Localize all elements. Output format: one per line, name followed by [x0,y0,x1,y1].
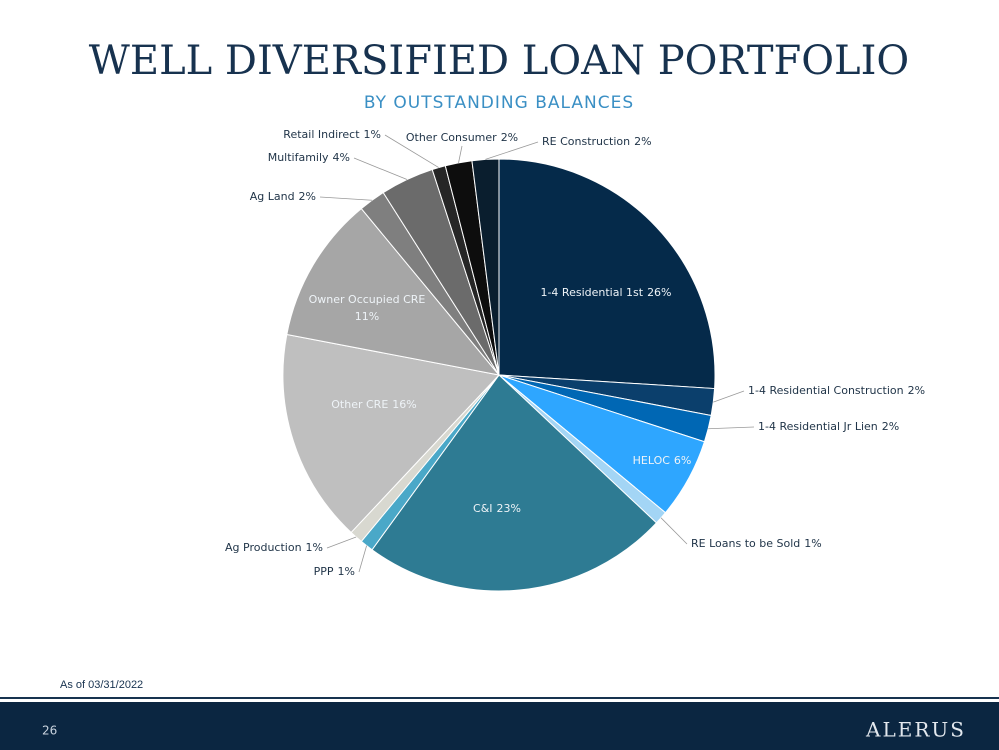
slice-label: HELOC 6% [633,454,692,467]
slice-category: Other CRE [331,398,388,411]
pie-slice [498,158,716,390]
leader-line [458,145,463,163]
leader-line [713,390,745,403]
slice-label: Other CRE 16% [331,398,416,411]
logo: ALERUS [865,718,966,742]
slice-label: RE Loans to be Sold 1% [691,537,822,550]
slice-category: PPP [314,565,334,578]
leader-line [358,545,367,573]
slice-label: Owner Occupied CRE [309,293,426,306]
slice-label: RE Construction 2% [542,135,652,148]
slice-value-label: 4% [333,151,350,164]
slice-category: Retail Indirect [283,128,360,141]
slice-value-label: 6% [674,454,691,467]
footer-bar [0,702,999,750]
slice-label: Ag Land 2% [250,190,316,203]
slice-category: Ag Production [225,541,302,554]
slice-value-label: 1% [306,541,323,554]
slice-label: PPP 1% [314,565,355,578]
slice-value-label: 1% [364,128,381,141]
pie-slice [282,333,500,534]
pie-slice [371,374,658,592]
slice-category: 1-4 Residential Construction [748,384,904,397]
slice-category: RE Loans to be Sold [691,537,800,550]
slice-category: RE Construction [542,135,630,148]
slice-category: Other Consumer [406,131,497,144]
slice-category: HELOC [633,454,671,467]
pie-slice [286,207,501,376]
slice-category: Multifamily [268,151,329,164]
slice-value-label: 23% [497,502,521,515]
slice-category: 1-4 Residential 1st [540,286,643,299]
slice-label: Retail Indirect 1% [283,128,381,141]
leader-line [384,134,439,168]
slice-label: 1-4 Residential Construction 2% [748,384,925,397]
slice-label: 1-4 Residential 1st 26% [540,286,671,299]
slice-value-label: 2% [882,420,899,433]
slice-value-label: 26% [647,286,671,299]
slice-value-label: 2% [908,384,925,397]
slice-value-label: 11% [355,310,379,323]
leader-line [660,517,688,545]
leader-line [708,426,755,430]
pie-chart: 1-4 Residential 1st 26% 1-4 Residential Co… [225,128,925,592]
slice-value-label: 1% [804,537,821,550]
slice-value-label: 2% [299,190,316,203]
slice-value-label: 16% [392,398,416,411]
slice-value-label: 1% [338,565,355,578]
slice-value-label: 2% [634,135,651,148]
slice-label: Ag Production 1% [225,541,323,554]
page-number: 26 [42,724,57,738]
slice-category: 1-4 Residential Jr Lien [758,420,878,433]
chart-title: WELL DIVERSIFIED LOAN PORTFOLIO [89,38,909,84]
leader-line [319,196,373,201]
chart-subtitle: BY OUTSTANDING BALANCES [364,93,634,113]
slice-label: C&I 23% [473,502,521,515]
slice-category: C&I [473,502,493,515]
slice-label: Other Consumer 2% [406,131,518,144]
slice-value-label: 2% [501,131,518,144]
leader-line [485,141,539,160]
slice-category: Ag Land [250,190,295,203]
leader-line [326,536,357,549]
slice-label: 1-4 Residential Jr Lien 2% [758,420,899,433]
slice-label: Multifamily 4% [268,151,350,164]
footnote: As of 03/31/2022 [60,679,143,691]
leader-line [353,157,408,180]
